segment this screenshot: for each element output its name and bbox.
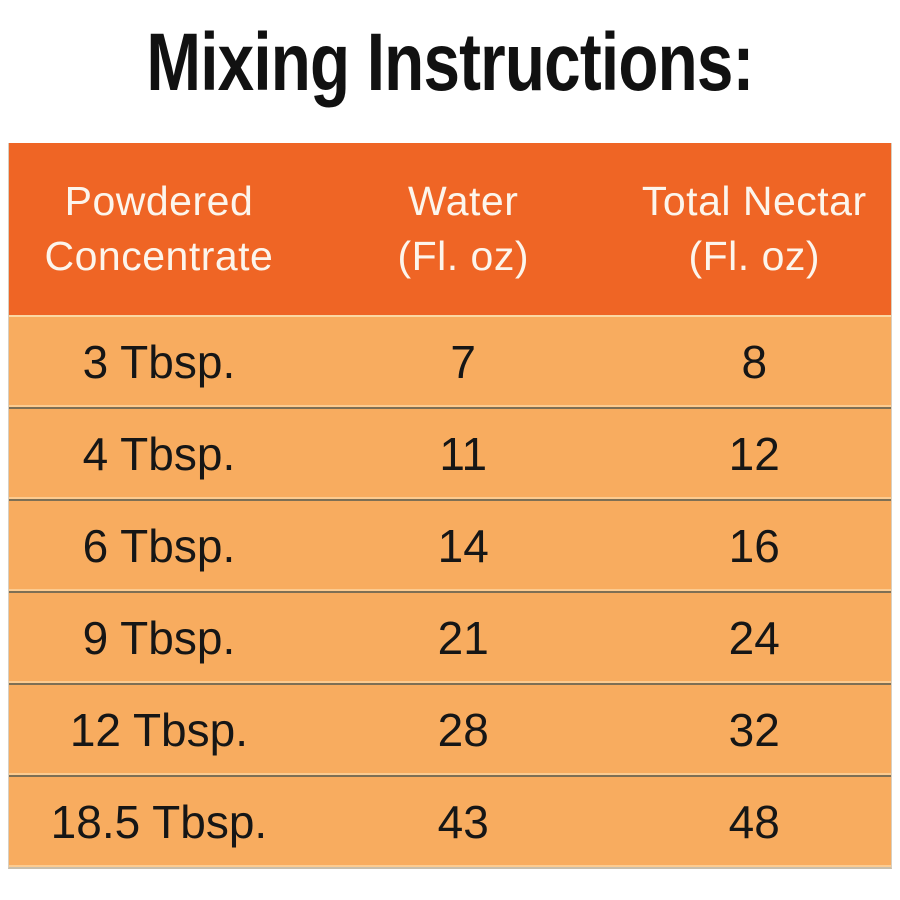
table-row: 4 Tbsp. 11 12 bbox=[9, 407, 891, 499]
concentrate-cell: 12 Tbsp. bbox=[69, 704, 249, 756]
page-title: Mixing Instructions: bbox=[146, 17, 754, 108]
water-cell: 7 bbox=[450, 336, 477, 388]
concentrate-cell: 3 Tbsp. bbox=[82, 336, 236, 388]
table-row: 12 Tbsp. 28 32 bbox=[9, 683, 891, 775]
table-body: 3 Tbsp. 7 8 4 Tbsp. 11 12 6 Tbsp. 14 16 9 Tbsp. 21… bbox=[9, 315, 891, 867]
nectar-cell: 16 bbox=[728, 520, 780, 572]
header-line: Concentrate bbox=[44, 233, 274, 279]
header-line: Powdered bbox=[64, 178, 254, 224]
table-row: 6 Tbsp. 14 16 bbox=[9, 499, 891, 591]
header-line: (Fl. oz) bbox=[688, 233, 821, 279]
water-cell: 28 bbox=[437, 704, 489, 756]
concentrate-cell: 18.5 Tbsp. bbox=[50, 796, 268, 848]
water-cell: 43 bbox=[437, 796, 489, 848]
water-cell: 11 bbox=[439, 428, 488, 480]
table-row: 18.5 Tbsp. 43 48 bbox=[9, 775, 891, 867]
header-water: Water (Fl. oz) bbox=[309, 174, 618, 284]
nectar-cell: 12 bbox=[728, 428, 780, 480]
header-total-nectar: Total Nectar (Fl. oz) bbox=[618, 174, 891, 284]
header-line: (Fl. oz) bbox=[397, 233, 529, 279]
table-row: 3 Tbsp. 7 8 bbox=[9, 315, 891, 407]
nectar-cell: 32 bbox=[728, 704, 780, 756]
water-cell: 14 bbox=[437, 520, 489, 572]
water-cell: 21 bbox=[437, 612, 489, 664]
mixing-table: Powdered Concentrate Water (Fl. oz) Tota… bbox=[8, 143, 892, 869]
concentrate-cell: 9 Tbsp. bbox=[82, 612, 236, 664]
header-line: Water bbox=[408, 178, 519, 224]
concentrate-cell: 6 Tbsp. bbox=[82, 520, 236, 572]
nectar-cell: 8 bbox=[741, 336, 768, 388]
concentrate-cell: 4 Tbsp. bbox=[82, 428, 236, 480]
table-row: 9 Tbsp. 21 24 bbox=[9, 591, 891, 683]
nectar-cell: 24 bbox=[728, 612, 780, 664]
header-line: Total Nectar bbox=[641, 178, 867, 224]
header-powdered-concentrate: Powdered Concentrate bbox=[9, 174, 309, 284]
nectar-cell: 48 bbox=[728, 796, 780, 848]
table-header-row: Powdered Concentrate Water (Fl. oz) Tota… bbox=[9, 143, 891, 315]
